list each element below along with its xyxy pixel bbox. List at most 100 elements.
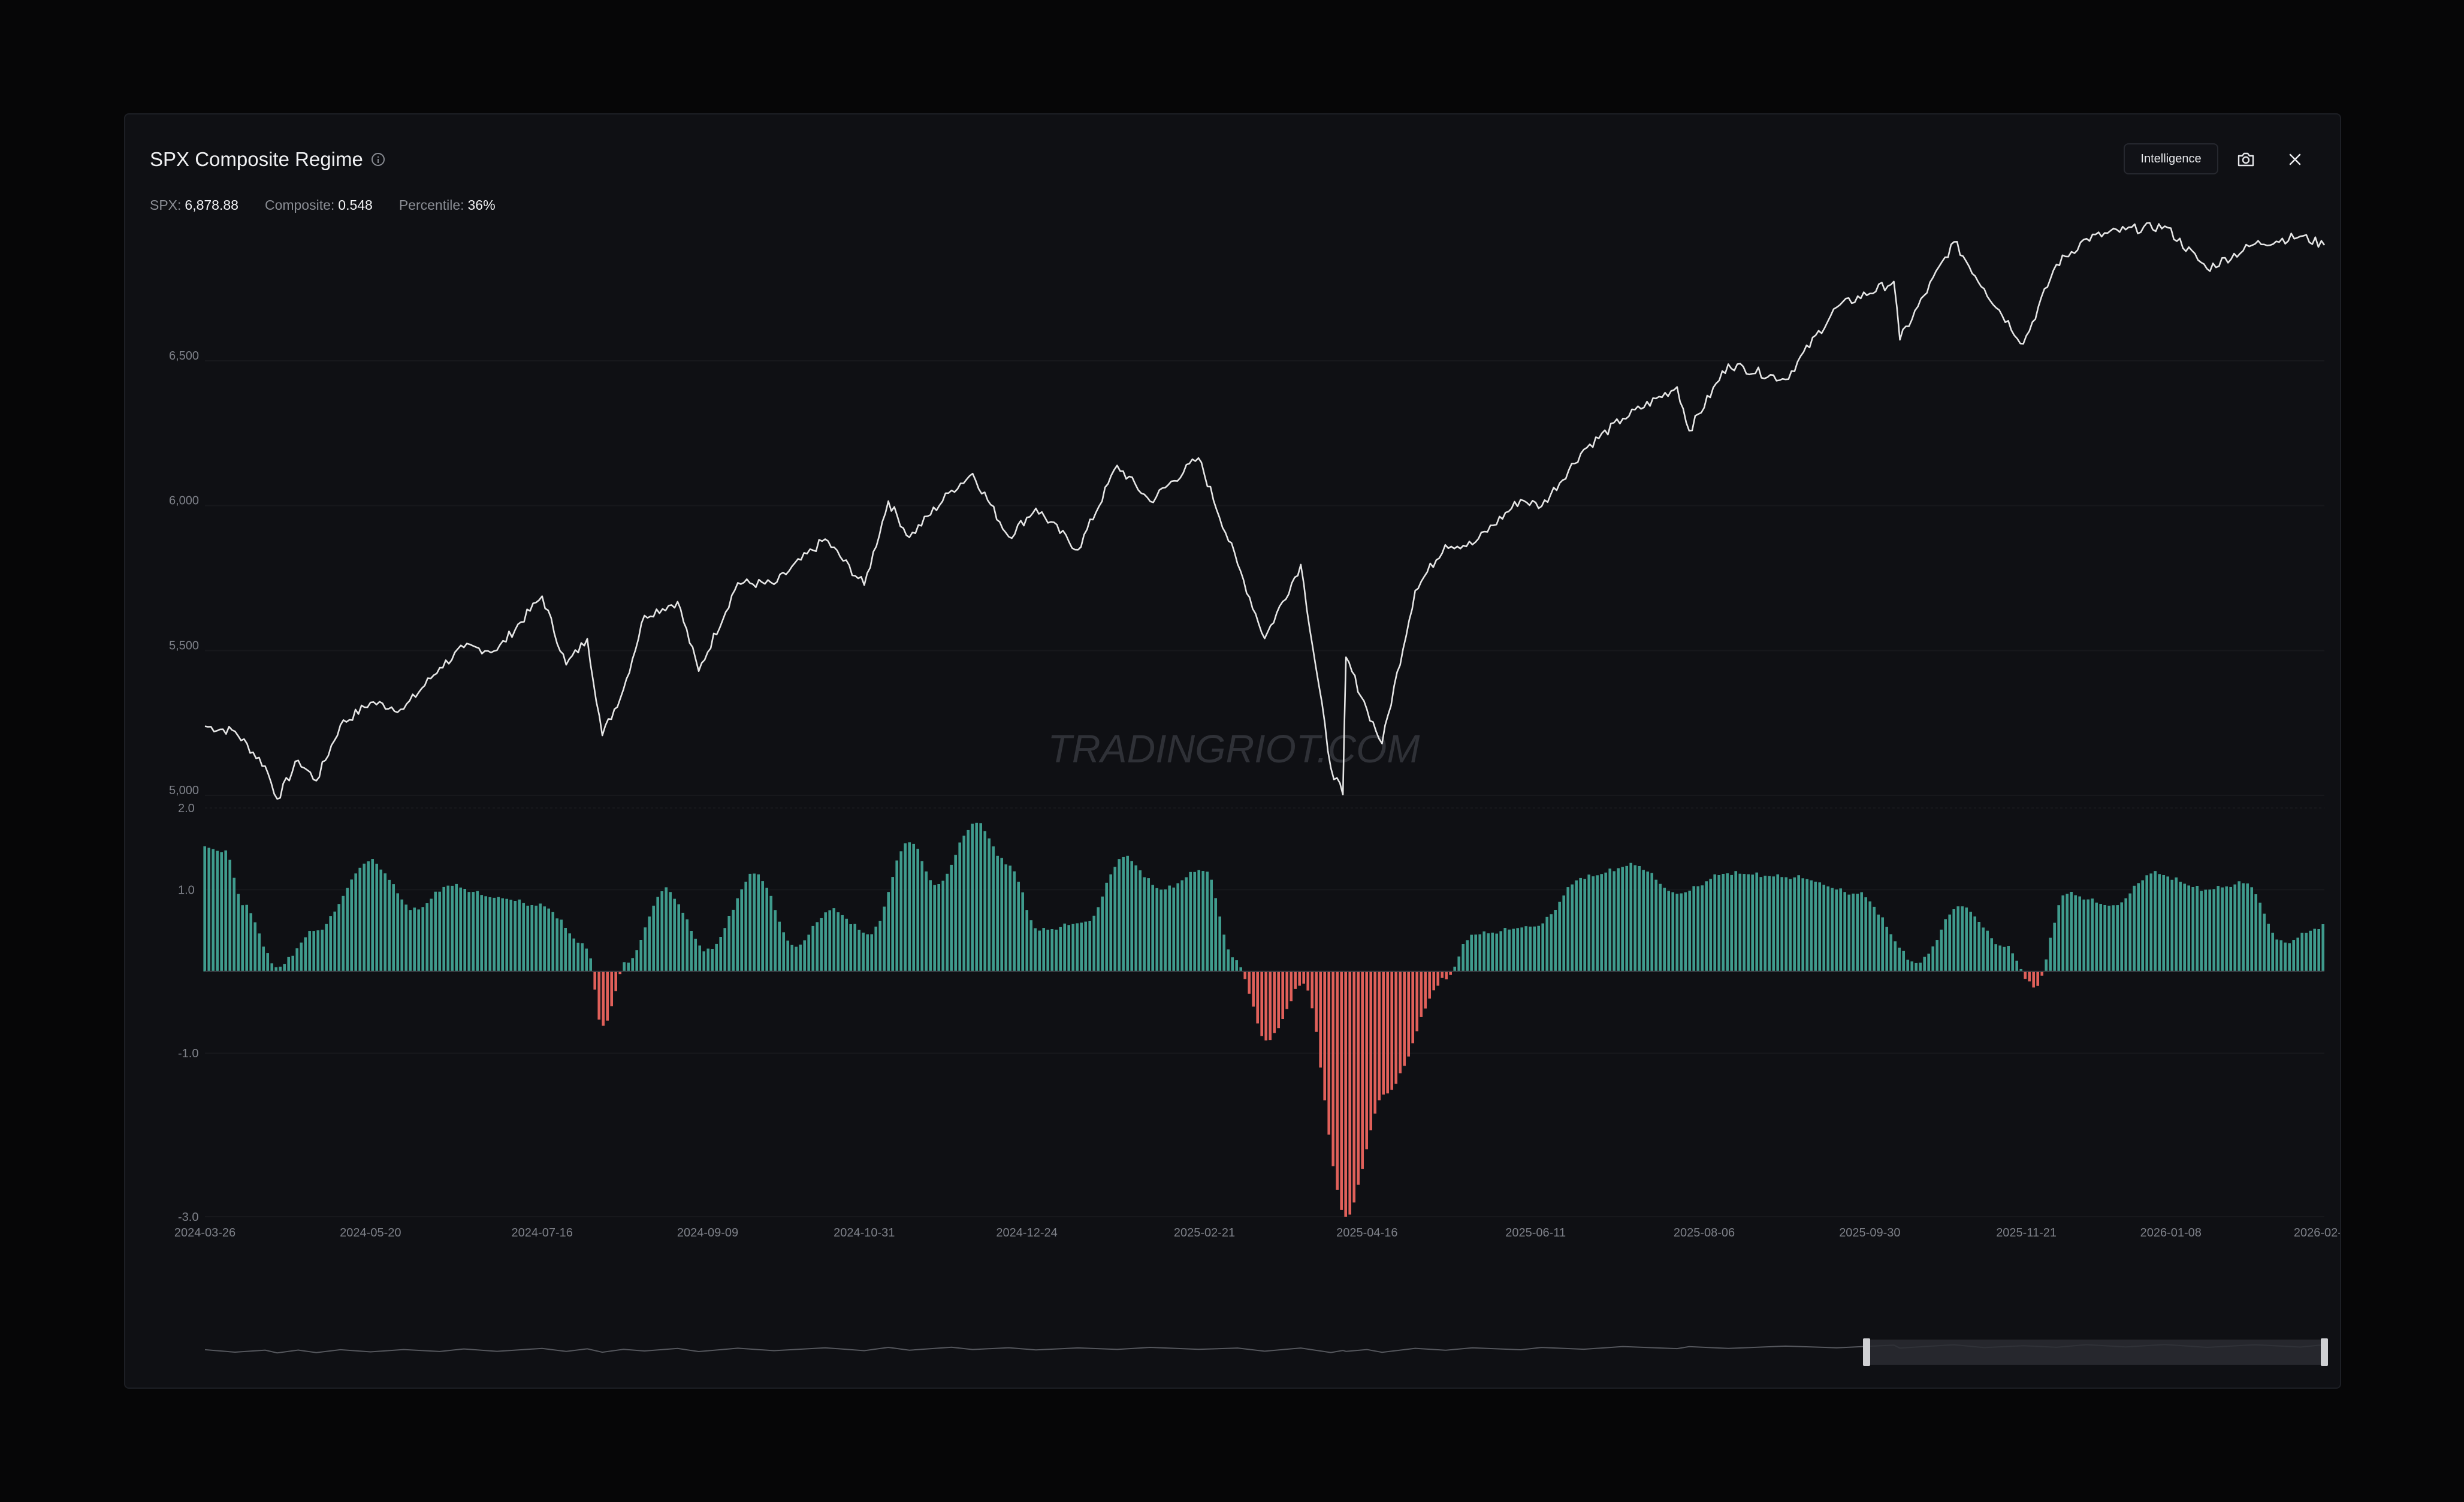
composite-bar — [1076, 923, 1079, 972]
intelligence-button[interactable]: Intelligence — [2124, 143, 2218, 174]
composite-bar — [1084, 921, 1087, 972]
composite-bar — [476, 891, 479, 972]
composite-bar — [1558, 901, 1561, 972]
composite-bar — [1583, 879, 1586, 972]
composite-bar — [904, 843, 907, 972]
composite-bar — [1952, 909, 1955, 972]
composite-bar — [488, 897, 491, 972]
camera-button[interactable] — [2233, 147, 2258, 172]
composite-bar — [1306, 971, 1309, 991]
composite-bar — [1185, 877, 1188, 972]
info-icon[interactable] — [371, 153, 385, 166]
composite-bar — [1231, 957, 1234, 972]
composite-bar — [870, 934, 873, 972]
composite-bar — [2225, 886, 2228, 972]
chart-modal: SPX Composite Regime SPX: 6,878.88 Compos… — [124, 113, 2341, 1389]
composite-bar — [1818, 882, 1821, 972]
percentile-stat: Percentile: 36% — [399, 197, 496, 213]
composite-bar — [1751, 874, 1754, 972]
date-tick-label: 2025-08-06 — [1674, 1226, 1735, 1239]
composite-bar — [933, 885, 936, 972]
regime-chart[interactable]: TRADINGRIOT.COM 5,000 5,500 6,000 6,500 2.0… — [125, 114, 2341, 1389]
composite-bar — [1701, 885, 1704, 972]
navigator-left-handle[interactable] — [1863, 1338, 1870, 1366]
composite-bar — [497, 897, 500, 972]
composite-bar — [1021, 892, 1024, 972]
composite-bar — [1579, 877, 1582, 972]
composite-bar — [2208, 889, 2211, 972]
composite-bar — [740, 889, 743, 972]
composite-bar — [2204, 889, 2207, 972]
composite-bar — [962, 836, 965, 972]
composite-bar — [2300, 933, 2303, 972]
composite-bar — [539, 903, 542, 972]
composite-bar — [1235, 960, 1238, 972]
composite-bar — [434, 891, 437, 972]
price-tick-label: 5,500 — [169, 639, 199, 652]
title-text: SPX Composite Regime — [150, 148, 363, 170]
composite-bar — [1310, 971, 1313, 1009]
composite-bar — [2166, 876, 2169, 972]
navigator-selection[interactable] — [1867, 1340, 2324, 1365]
navigator-right-handle[interactable] — [2321, 1338, 2328, 1366]
composite-bar — [1239, 967, 1242, 972]
composite-bar — [1780, 877, 1783, 972]
composite-bar — [1130, 861, 1133, 972]
composite-bar — [1273, 971, 1276, 1033]
composite-bar — [1948, 914, 1951, 972]
composite-bar — [1902, 951, 1905, 972]
composite-bar — [1663, 888, 1666, 972]
composite-bar — [983, 831, 986, 972]
composite-bar — [769, 895, 772, 972]
composite-bar — [2221, 887, 2224, 972]
composite-bar — [379, 869, 382, 972]
composite-bar — [1885, 927, 1888, 972]
composite-bar — [1323, 971, 1326, 1100]
composite-bar — [560, 919, 563, 972]
spx-stat: SPX: 6,878.88 — [150, 197, 238, 213]
composite-bar — [2317, 929, 2320, 972]
composite-bar — [384, 873, 386, 972]
close-button[interactable] — [2282, 147, 2308, 172]
composite-bar — [1860, 892, 1863, 972]
composite-bar — [2028, 971, 2031, 982]
composite-bar — [2053, 922, 2056, 972]
composite-bar — [2237, 881, 2240, 972]
composite-bar — [614, 971, 617, 991]
composite-bar — [686, 919, 689, 972]
composite-bar — [874, 927, 877, 972]
composite-bar — [1575, 880, 1578, 972]
composite-bar — [706, 948, 709, 972]
composite-bar — [1315, 971, 1318, 1032]
composite-bar — [2191, 887, 2194, 972]
composite-bar — [1218, 916, 1221, 972]
composite-bar — [790, 945, 793, 972]
composite-bar — [1013, 871, 1016, 972]
composite-bar — [1348, 971, 1351, 1215]
composite-bar — [2284, 942, 2287, 972]
composite-bar — [1906, 960, 1909, 972]
composite-bar — [648, 916, 651, 972]
composite-bar — [2183, 883, 2186, 972]
close-icon — [2289, 153, 2301, 165]
composite-bar — [295, 948, 298, 972]
composite-bar — [1759, 877, 1762, 972]
composite-bar — [774, 910, 777, 972]
composite-bar — [2103, 905, 2106, 972]
composite-bar — [312, 931, 315, 972]
composite-bar — [1994, 944, 1997, 972]
composite-bar — [1705, 881, 1708, 972]
composite-bar — [589, 958, 592, 972]
range-navigator[interactable] — [204, 1338, 2328, 1366]
composite-bar — [1541, 923, 1544, 972]
composite-bar — [1491, 933, 1494, 972]
composite-bar — [367, 861, 370, 972]
composite-bar — [1420, 971, 1423, 1017]
composite-bar — [325, 924, 328, 972]
composite-bar — [1369, 971, 1372, 1130]
composite-bar — [2057, 905, 2060, 972]
composite-bar — [1554, 910, 1557, 972]
composite-bar — [1331, 971, 1334, 1166]
composite-bar — [753, 873, 756, 972]
composite-bar — [1764, 876, 1767, 972]
